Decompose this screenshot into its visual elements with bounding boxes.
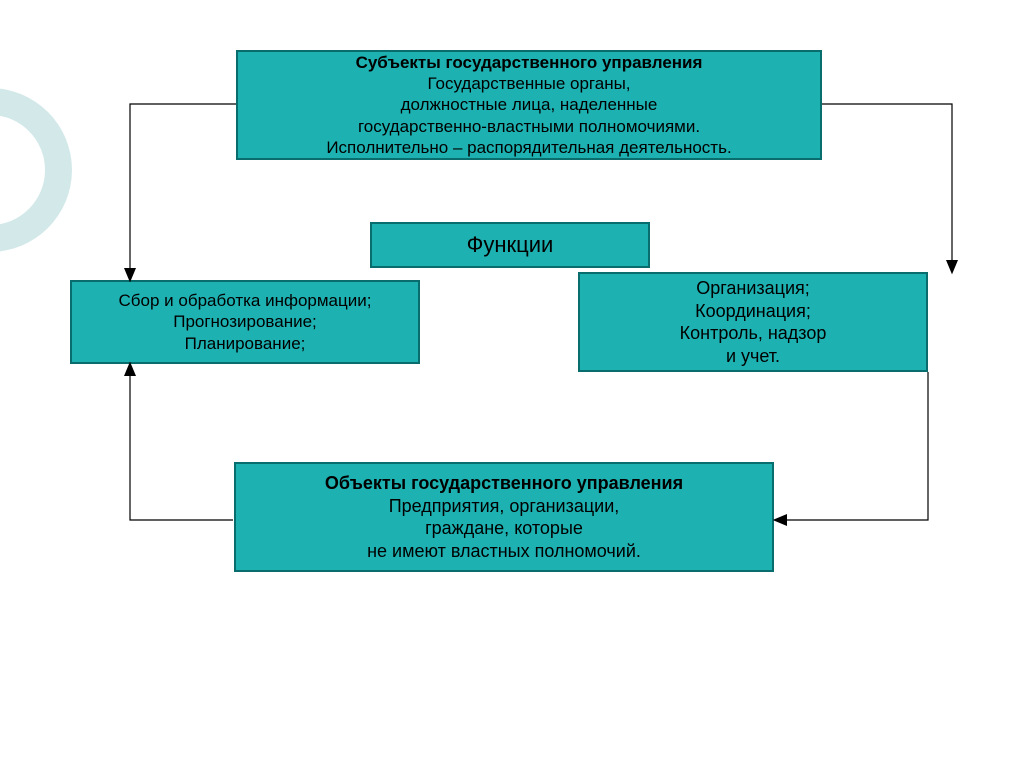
arrow-1 [822,104,952,272]
right-fn-line-0: Организация; [696,277,810,300]
subjects-box: Субъекты государственного управления Гос… [236,50,822,160]
subjects-line-2: государственно-властными полномочиями. [358,116,700,137]
objects-line-0: Предприятия, организации, [389,495,620,518]
subjects-line-3: Исполнительно – распорядительная деятель… [326,137,731,158]
right-fn-line-2: Контроль, надзор [680,322,827,345]
objects-line-1: граждане, которые [425,517,583,540]
right-fn-line-1: Координация; [695,300,811,323]
objects-box: Объекты государственного управления Пред… [234,462,774,572]
right-functions-box: Организация; Координация; Контроль, надз… [578,272,928,372]
left-fn-line-0: Сбор и обработка информации; [119,290,372,311]
subjects-line-1: должностные лица, наделенные [401,94,658,115]
left-functions-box: Сбор и обработка информации; Прогнозиров… [70,280,420,364]
left-fn-line-1: Прогнозирование; [173,311,317,332]
arrow-0 [130,104,236,280]
right-fn-line-3: и учет. [726,345,780,368]
functions-label: Функции [467,231,554,259]
objects-line-2: не имеют властных полномочий. [367,540,641,563]
functions-box: Функции [370,222,650,268]
objects-title: Объекты государственного управления [325,472,683,495]
subjects-title: Субъекты государственного управления [356,52,703,73]
subjects-line-0: Государственные органы, [427,73,630,94]
left-fn-line-2: Планирование; [185,333,306,354]
arrow-2 [130,364,233,520]
arrow-3 [775,372,928,520]
